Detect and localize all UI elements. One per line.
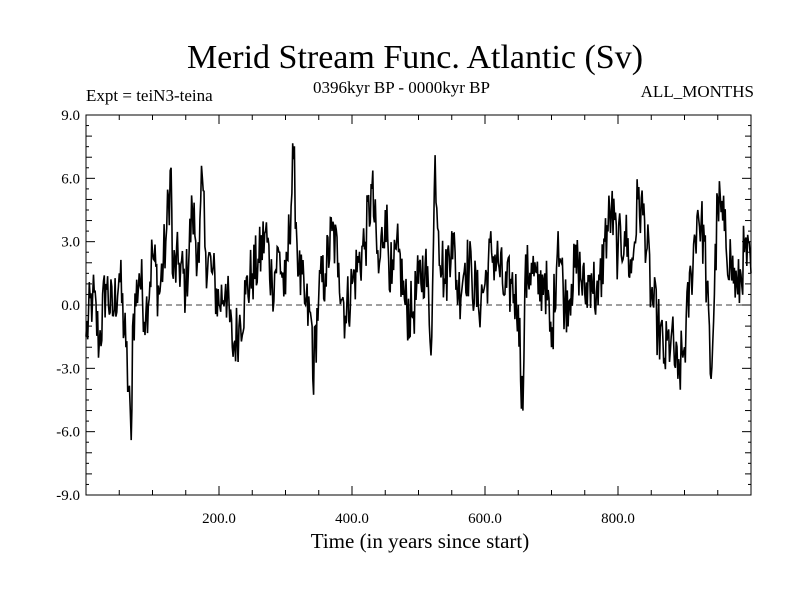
series-line xyxy=(85,143,752,441)
chart-title: Merid Stream Func. Atlantic (Sv) xyxy=(186,39,644,76)
months-label: ALL_MONTHS xyxy=(640,82,754,101)
y-tick-label: 0.0 xyxy=(61,298,80,314)
experiment-label: Expt = teiN3-teina xyxy=(86,86,213,105)
y-tick-label: 6.0 xyxy=(61,171,80,187)
x-tick-label: 800.0 xyxy=(601,511,635,527)
y-tick-label: 3.0 xyxy=(61,235,80,251)
x-axis-title: Time (in years since start) xyxy=(310,529,530,553)
x-tick-label: 400.0 xyxy=(335,511,369,527)
x-tick-label: 200.0 xyxy=(202,511,236,527)
y-tick-label: -3.0 xyxy=(56,361,80,377)
y-tick-label: -6.0 xyxy=(56,425,80,441)
period-label: 0396kyr BP - 0000kyr BP xyxy=(313,78,490,97)
x-tick-label: 600.0 xyxy=(468,511,502,527)
y-tick-label: 9.0 xyxy=(61,108,80,124)
y-tick-label: -9.0 xyxy=(56,488,80,504)
x-axis-labels: 200.0 400.0 600.0 800.0 xyxy=(202,511,635,527)
y-axis-labels: 9.0 6.0 3.0 0.0 -3.0 -6.0 -9.0 xyxy=(56,108,80,504)
